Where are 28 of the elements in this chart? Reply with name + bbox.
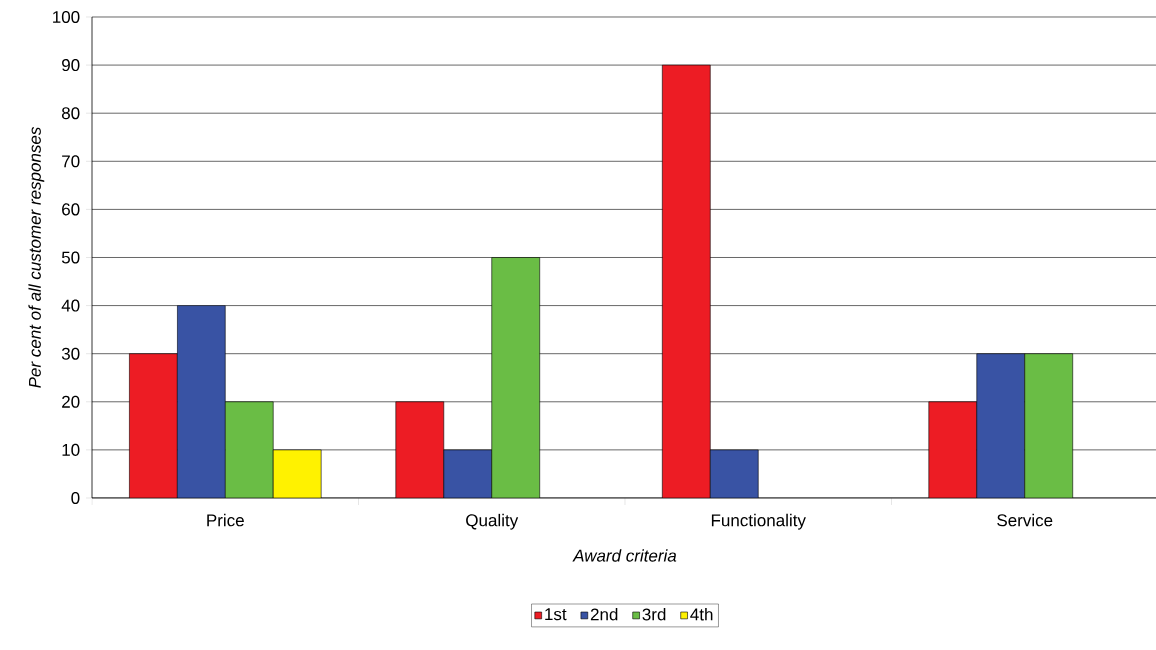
bar	[1024, 353, 1073, 498]
x-tick-label: Price	[207, 513, 244, 527]
y-tick-label: 0	[71, 491, 80, 505]
y-tick-label: 100	[53, 10, 80, 24]
bar	[976, 353, 1026, 498]
x-tick-label: Quality	[466, 513, 519, 530]
y-tick-label: 10	[62, 443, 80, 456]
x-tick-label: Service	[997, 513, 1053, 527]
legend-label: 2nd	[590, 608, 618, 621]
bar	[224, 401, 274, 498]
y-tick-label: 60	[62, 203, 80, 216]
y-tick-label: 70	[62, 155, 80, 168]
x-tick-label: Functionality	[711, 513, 806, 530]
y-tick-label: 40	[61, 299, 80, 312]
x-axis-title: Award criteria	[572, 549, 677, 562]
bar	[491, 257, 541, 498]
bar	[709, 449, 759, 498]
y-tick-label: 30	[61, 347, 80, 360]
legend-label: 1st	[545, 608, 567, 621]
y-tick-label: 90	[62, 59, 80, 72]
y-axis-title: Per cent of all customer responses	[28, 127, 45, 388]
legend-label: 3rd	[642, 608, 666, 621]
bar	[176, 305, 226, 498]
y-tick-label: 50	[61, 251, 80, 264]
legend-label: 4th	[690, 608, 713, 621]
bar	[443, 449, 493, 498]
y-tick-label: 80	[61, 107, 80, 120]
y-tick-label: 20	[62, 395, 80, 408]
